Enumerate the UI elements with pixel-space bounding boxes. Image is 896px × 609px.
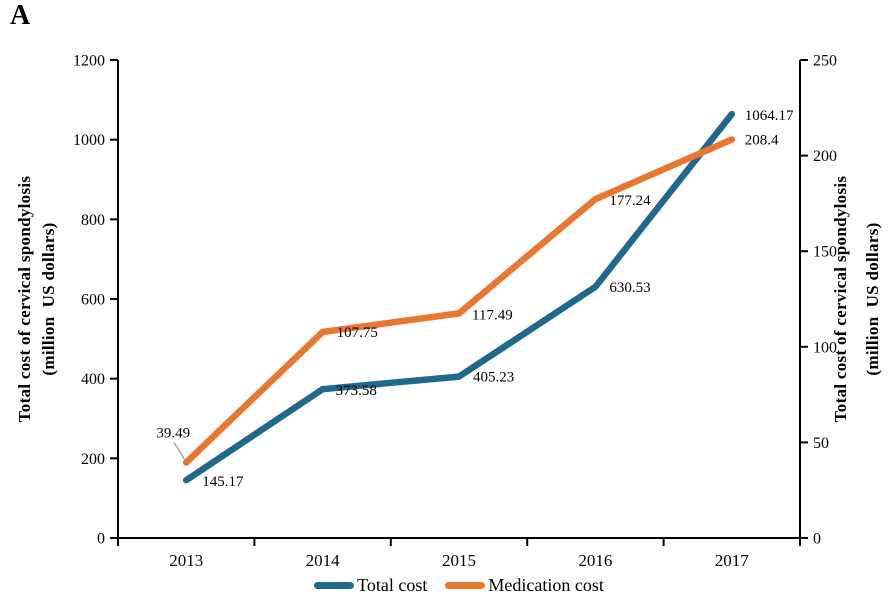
right-axis-tick-label: 250 <box>813 53 837 70</box>
data-label: 177.24 <box>609 193 651 209</box>
x-axis-category-label: 2015 <box>442 551 476 570</box>
left-axis-tick-label: 600 <box>81 292 105 309</box>
legend-swatch-medication-cost <box>445 582 486 589</box>
legend-label-medication-cost: Medication cost <box>488 575 604 595</box>
right-axis-title-line1: Total cost of cervical spondylosis <box>831 176 850 423</box>
right-axis-title-line2: (million US dollars) <box>863 222 882 375</box>
legend-item-medication-cost: Medication cost <box>445 575 604 596</box>
label-leader-line <box>173 442 186 461</box>
left-axis-tick-label: 200 <box>81 451 105 468</box>
data-label: 145.17 <box>202 474 244 490</box>
legend-item-total-cost: Total cost <box>314 575 427 596</box>
left-axis-tick-label: 1200 <box>73 53 105 70</box>
right-axis-tick-label: 50 <box>813 435 829 452</box>
data-label: 1064.17 <box>745 108 794 124</box>
left-axis-tick-label: 800 <box>81 212 105 229</box>
series-line-0 <box>182 110 736 484</box>
data-label: 405.23 <box>473 370 514 386</box>
legend-label-total-cost: Total cost <box>357 575 428 595</box>
x-axis-category-label: 2013 <box>169 551 203 570</box>
data-label: 107.75 <box>337 325 378 341</box>
left-axis-tick-label: 400 <box>81 371 105 388</box>
x-axis-category-label: 2016 <box>578 551 612 570</box>
x-axis-category-label: 2014 <box>306 551 341 570</box>
data-label: 39.49 <box>156 425 190 441</box>
left-axis-tick-label: 1000 <box>73 132 105 149</box>
right-axis-tick-label: 200 <box>813 148 837 165</box>
panel-label: A <box>10 0 31 31</box>
data-label: 208.4 <box>745 133 779 149</box>
legend-swatch-total-cost <box>314 582 355 589</box>
data-label: 630.53 <box>609 280 650 296</box>
data-label: 373.58 <box>336 383 377 399</box>
data-label: 117.49 <box>472 307 513 323</box>
x-axis-category-label: 2017 <box>715 551 750 570</box>
left-axis-title-line2: (million US dollars) <box>39 222 58 375</box>
series-line-1 <box>182 136 736 466</box>
left-axis-title-line1: Total cost of cervical spondylosis <box>15 176 34 423</box>
left-axis-tick-label: 0 <box>97 531 105 548</box>
chart-legend: Total cost Medication cost <box>118 575 800 596</box>
right-axis-tick-label: 100 <box>813 339 837 356</box>
right-axis-tick-label: 150 <box>813 244 837 261</box>
right-axis-tick-label: 0 <box>813 531 821 548</box>
